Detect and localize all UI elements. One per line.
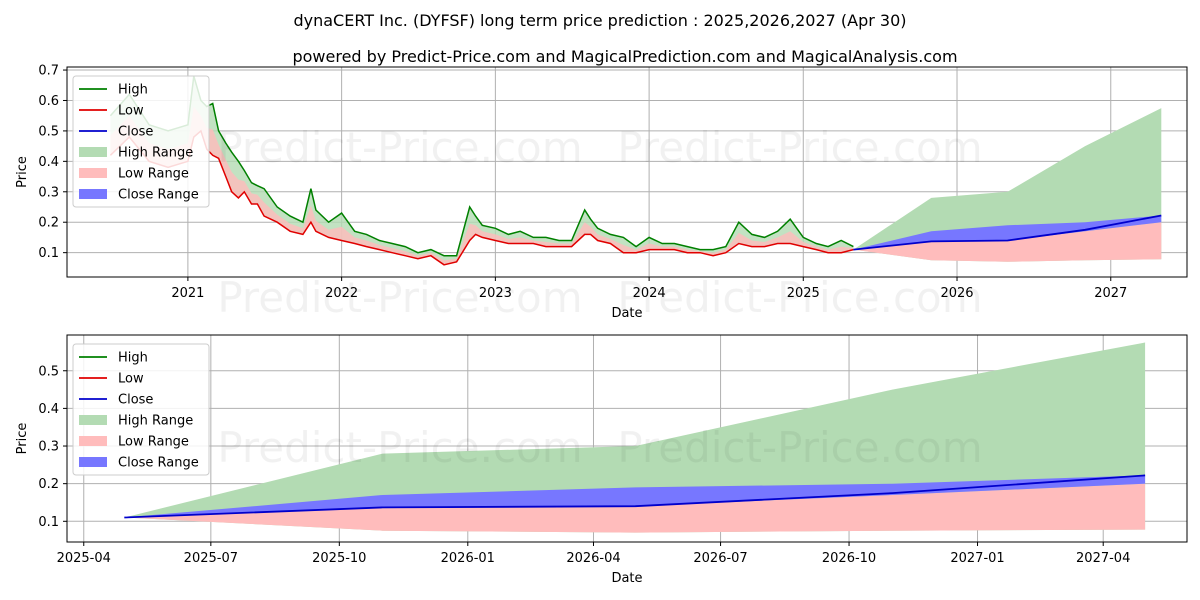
x-tick-label: 2023 [479, 286, 512, 301]
x-tick-label: 2025-07 [184, 551, 238, 566]
x-tick-label: 2026-04 [566, 551, 620, 566]
low-range-band [853, 222, 1162, 262]
y-tick-label: 0.5 [38, 364, 59, 379]
legend-swatch [79, 415, 107, 425]
chart-subtitle: powered by Predict-Price.com and Magical… [292, 47, 957, 66]
legend-label: High Range [118, 146, 193, 161]
x-tick-label: 2026-10 [822, 551, 876, 566]
legend-label: Close Range [118, 456, 199, 471]
x-tick-label: 2025-04 [57, 551, 111, 566]
history-high-line [109, 75, 854, 257]
legend-label: Close [118, 125, 153, 140]
y-tick-label: 0.7 [38, 64, 59, 79]
watermark-2: Predict-Price.com [617, 123, 982, 172]
watermark-4: Predict-Price.com [617, 273, 982, 322]
x-tick-label: 2027-01 [950, 551, 1004, 566]
axes-frame [66, 334, 1188, 543]
x-tick-label: 2026 [940, 286, 973, 301]
legend-label: Close Range [118, 188, 199, 203]
legend-swatch [79, 189, 107, 199]
x-axis-label: Date [611, 306, 642, 321]
x-tick-label: 2026-01 [441, 551, 495, 566]
y-tick-label: 0.3 [38, 440, 59, 455]
x-tick-label: 2025-10 [312, 551, 366, 566]
legend-label: Low Range [118, 435, 189, 450]
y-tick-label: 0.3 [38, 185, 59, 200]
legend-label: Low [118, 104, 144, 119]
history-low-range [110, 106, 854, 265]
legend-label: High Range [118, 414, 193, 429]
legend-label: High [118, 83, 148, 98]
y-tick-label: 0.1 [38, 515, 59, 530]
y-tick-label: 0.2 [38, 477, 59, 492]
grid-lines [67, 67, 1187, 277]
watermark-3: Predict-Price.com [217, 273, 582, 322]
y-tick-label: 0.4 [38, 402, 59, 417]
y-tick-label: 0.2 [38, 216, 59, 231]
y-tick-label: 0.4 [38, 155, 59, 170]
y-axis-label: Price [15, 423, 30, 455]
legend-swatch [79, 147, 107, 157]
x-tick-label: 2027 [1094, 286, 1127, 301]
axes-frame [66, 66, 1188, 278]
legend-swatch [79, 436, 107, 446]
history-low-line [109, 129, 854, 266]
forecast-close-line [124, 474, 1146, 519]
y-axis-label: Price [15, 156, 30, 188]
legend-swatch [79, 168, 107, 178]
x-tick-label: 2025 [787, 286, 820, 301]
watermarks: Predict-Price.com Predict-Price.com Pred… [217, 123, 982, 472]
x-tick-label: 2026-07 [693, 551, 747, 566]
x-tick-label: 2022 [325, 286, 358, 301]
legend-label: Close [118, 393, 153, 408]
y-tick-label: 0.6 [38, 94, 59, 109]
legend-label: High [118, 351, 148, 366]
legend-swatch [79, 457, 107, 467]
watermark-1: Predict-Price.com [217, 123, 582, 172]
history-high-range [110, 76, 854, 265]
chart-title: dynaCERT Inc. (DYFSF) long term price pr… [293, 11, 906, 30]
watermark-5: Predict-Price.com [217, 423, 582, 472]
x-axis-label: Date [611, 571, 642, 586]
watermark-6: Predict-Price.com [617, 423, 982, 472]
bottom-panel: 2025-04 2025-07 2025-10 2026-01 2026-04 2026-… [15, 334, 1188, 586]
x-tick-label: 2021 [171, 286, 204, 301]
legend: High Low Close High Range Low Range Close Ran… [72, 343, 210, 476]
x-tick-label: 2027-04 [1076, 551, 1130, 566]
low-range-band [124, 483, 1146, 533]
forecast-close-line [853, 214, 1162, 251]
y-tick-label: 0.5 [38, 124, 59, 139]
legend-label: Low Range [118, 167, 189, 182]
legend-label: Low [118, 372, 144, 387]
y-tick-label: 0.1 [38, 246, 59, 261]
legend: High Low Close High Range Low Range Close Ran… [72, 75, 210, 208]
top-panel: 2021 2022 2023 2024 2025 2026 2027 0.1 0.2 0.3 0.4… [15, 64, 1188, 321]
x-tick-label: 2024 [633, 286, 666, 301]
